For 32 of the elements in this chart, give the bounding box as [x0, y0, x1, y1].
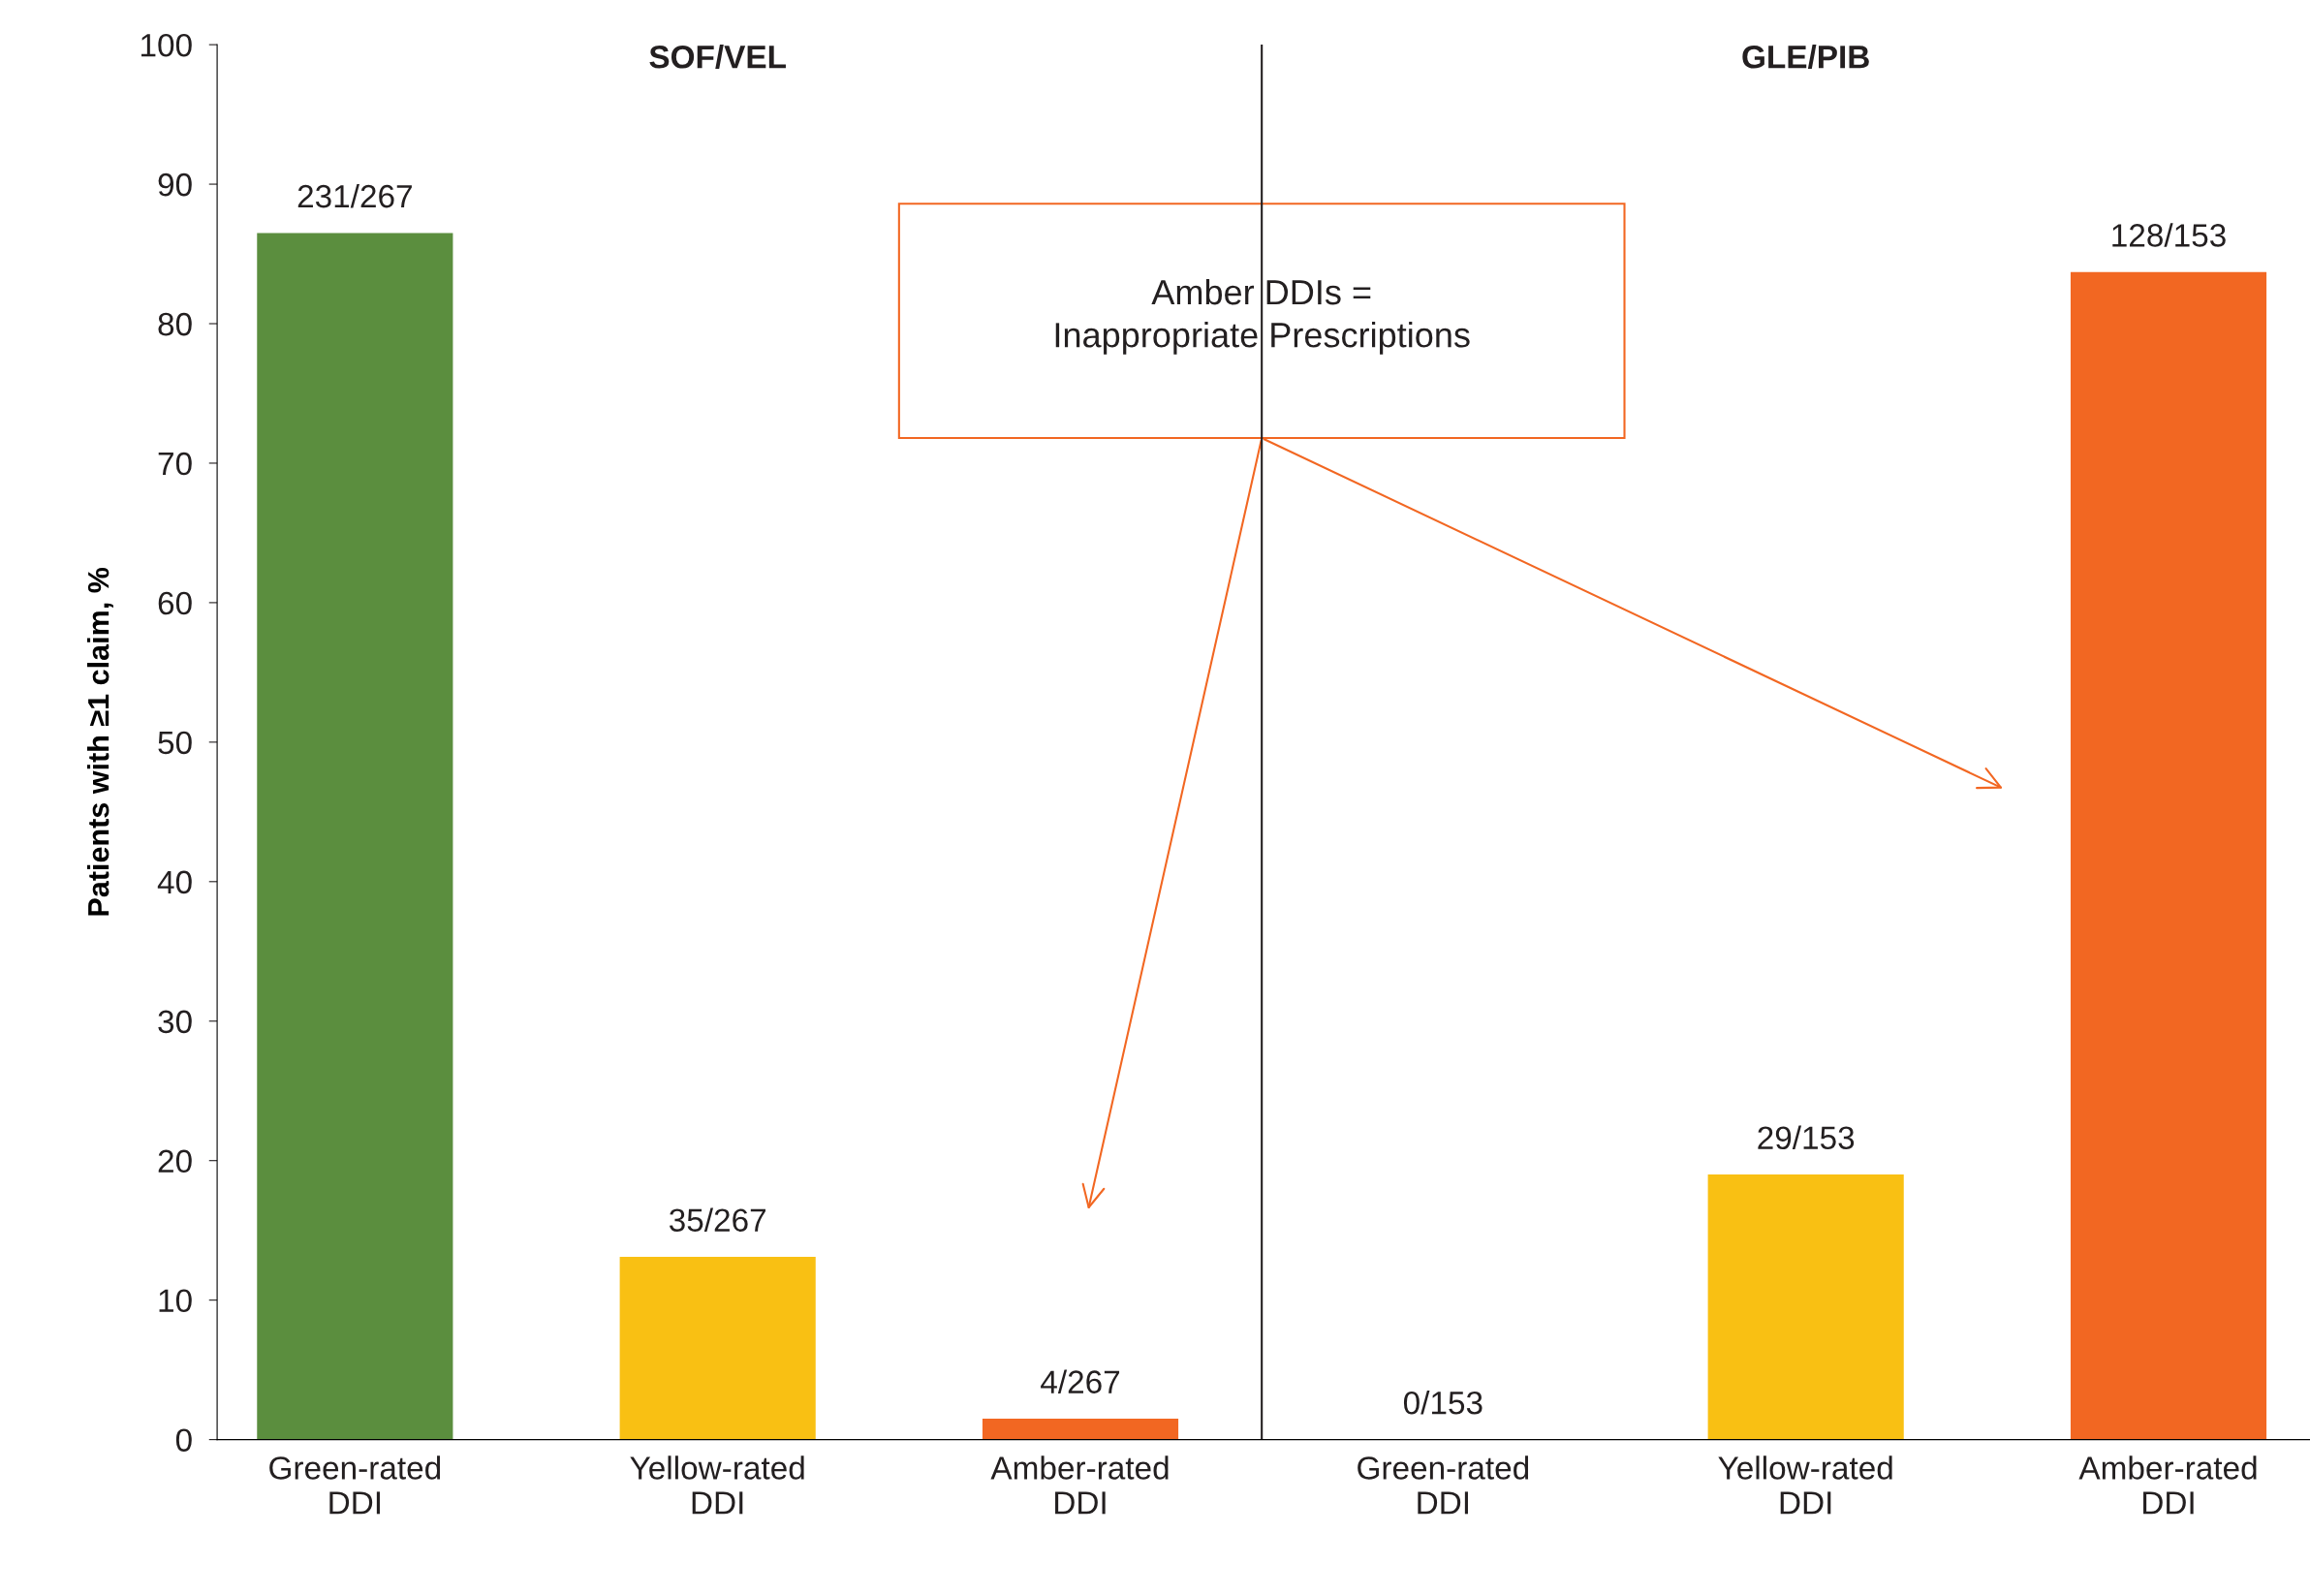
y-tick-label: 70 [158, 452, 192, 476]
y-tick-label: 60 [158, 591, 192, 615]
x-tick-label: Amber-rated DDI [990, 1455, 1169, 1515]
annotation: Amber DDIs = Inappropriate Prescriptions [1055, 278, 1470, 355]
data-label: 4/267 [1041, 1369, 1120, 1393]
x-tick-label: Amber-rated DDI [2078, 1455, 2257, 1515]
bar [2070, 271, 2267, 1440]
bar [982, 1419, 1179, 1440]
y-tick-label: 20 [158, 1149, 192, 1174]
y-tick-label: 0 [175, 1428, 192, 1452]
data-label: 0/153 [1403, 1391, 1483, 1415]
bar [1707, 1174, 1904, 1440]
y-tick-label: 40 [157, 870, 192, 894]
data-label: 29/153 [1758, 1125, 1855, 1150]
y-tick-label: 30 [158, 1010, 192, 1034]
data-label: 35/267 [669, 1207, 765, 1232]
y-tick-label: 90 [158, 172, 192, 197]
x-tick-label: Yellow-rated DDI [630, 1455, 804, 1515]
bar [257, 233, 453, 1440]
annotation: SOF/VEL [649, 45, 786, 69]
annotation: GLE/PIB [1742, 45, 1869, 69]
y-axis-title: Patients with ≥1 claim, % [87, 567, 113, 916]
data-label: 231/267 [297, 183, 412, 208]
bar [619, 1257, 816, 1440]
data-label: 128/153 [2112, 223, 2226, 247]
y-tick-label: 100 [141, 33, 192, 57]
x-tick-label: Green-rated DDI [269, 1455, 441, 1515]
y-tick-label: 50 [158, 731, 192, 755]
y-tick-label: 10 [159, 1289, 192, 1313]
y-tick-label: 80 [158, 312, 192, 336]
x-tick-label: Yellow-rated DDI [1718, 1455, 1892, 1515]
x-tick-label: Green-rated DDI [1358, 1455, 1529, 1515]
